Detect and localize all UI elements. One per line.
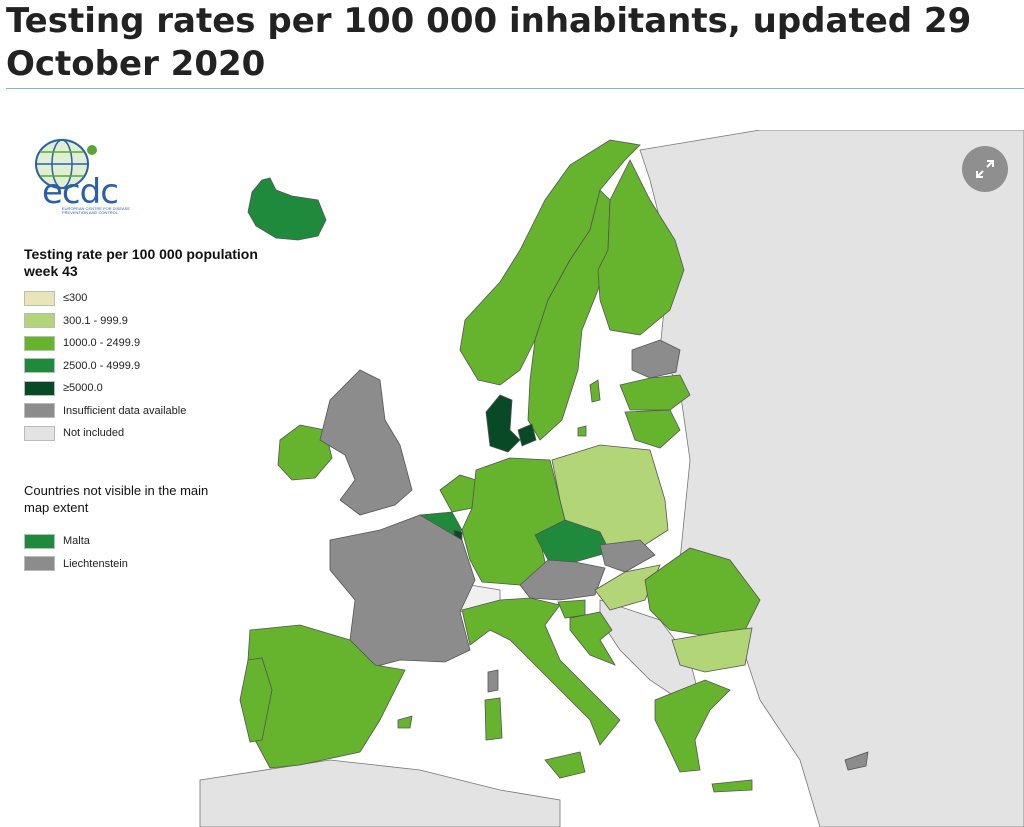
not-visible-swatch	[24, 533, 55, 549]
region-austria	[519, 559, 606, 601]
region-poland	[551, 444, 669, 549]
not-visible-list: Malta Liechtenstein	[24, 530, 128, 575]
map-legend: Testing rate per 100 000 population week…	[24, 246, 324, 445]
region-slovakia	[599, 539, 656, 573]
expand-button[interactable]	[962, 146, 1008, 192]
logo-subtitle: EUROPEAN CENTRE FOR DISEASE PREVENTION A…	[62, 206, 131, 215]
region-corsica	[487, 669, 499, 693]
region-france	[329, 514, 476, 669]
legend-label: Insufficient data available	[63, 404, 187, 417]
legend-item: 2500.0 - 4999.9	[24, 355, 324, 378]
legend-item: 1000.0 - 2499.9	[24, 332, 324, 355]
globe-icon	[35, 138, 97, 190]
region-sardinia	[484, 697, 503, 741]
legend-label: 300.1 - 999.9	[63, 314, 128, 327]
legend-swatch	[24, 425, 55, 441]
legend-title: Testing rate per 100 000 population week…	[24, 246, 258, 279]
region-iceland	[247, 177, 327, 241]
title-divider	[6, 88, 1024, 89]
legend-item: ≤300	[24, 287, 324, 310]
not-visible-item: Liechtenstein	[24, 553, 128, 576]
not-visible-label: Malta	[63, 535, 90, 548]
legend-swatch	[24, 313, 55, 329]
map-frame[interactable]	[0, 130, 1024, 827]
region-denmark	[485, 394, 521, 453]
not-visible-item: Malta	[24, 530, 128, 553]
legend-label: ≥5000.0	[63, 382, 103, 395]
region-sweden	[527, 189, 611, 441]
legend-label: 1000.0 - 2499.9	[63, 337, 141, 350]
legend-swatch	[24, 358, 55, 374]
logo-wordmark: ecdc	[42, 172, 119, 212]
region-lithuania	[624, 409, 681, 449]
region-portugal	[239, 657, 273, 743]
europe-map[interactable]	[0, 130, 1024, 827]
region-ireland	[277, 424, 333, 481]
region-sicily	[544, 751, 586, 779]
region-estonia	[631, 339, 681, 379]
region-bulgaria	[671, 627, 753, 673]
region-balearics	[397, 715, 413, 729]
region-italy	[461, 597, 621, 746]
expand-arrows-icon	[976, 160, 994, 178]
page-title: Testing rates per 100 000 inhabitants, u…	[6, 1, 972, 84]
region-cyprus	[844, 751, 869, 771]
region-greece	[654, 679, 731, 773]
region-uk	[319, 369, 413, 516]
legend-swatch	[24, 335, 55, 351]
not-visible-title: Countries not visible in the main map ex…	[24, 483, 209, 515]
legend-item: 300.1 - 999.9	[24, 310, 324, 333]
legend-swatch	[24, 380, 55, 396]
legend-label: Not included	[63, 427, 125, 440]
legend-item: Insufficient data available	[24, 400, 324, 423]
region-finland	[597, 159, 685, 336]
legend-label: ≤300	[63, 292, 88, 305]
legend-swatch	[24, 403, 55, 419]
region-crete	[711, 779, 753, 793]
legend-label: 2500.0 - 4999.9	[63, 359, 141, 372]
not-visible-label: Liechtenstein	[63, 557, 128, 570]
legend-swatch	[24, 290, 55, 306]
region-latvia	[619, 374, 691, 411]
region-croatia	[569, 611, 616, 666]
legend-item: Not included	[24, 422, 324, 445]
ecdc-logo	[22, 136, 132, 222]
not-visible-swatch	[24, 556, 55, 572]
legend-item: ≥5000.0	[24, 377, 324, 400]
